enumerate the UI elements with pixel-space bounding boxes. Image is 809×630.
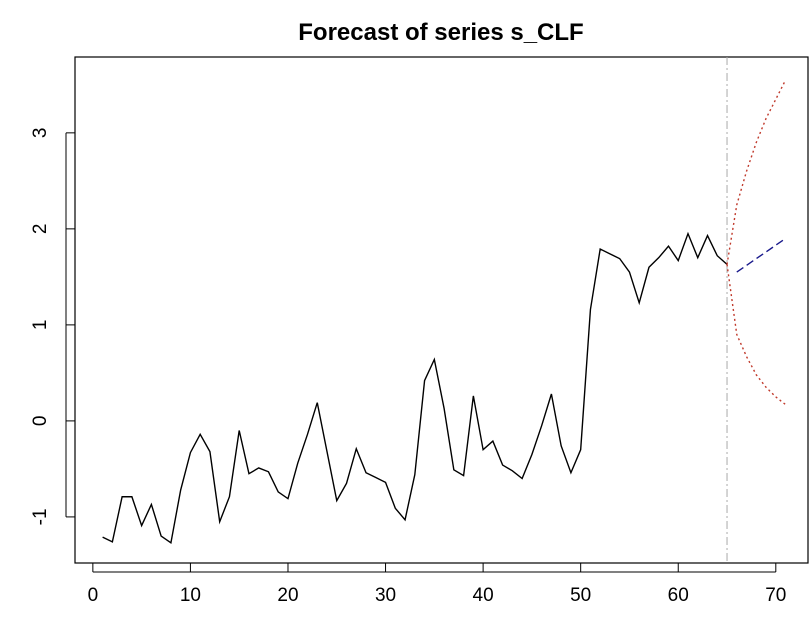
chart-title: Forecast of series s_CLF: [298, 19, 583, 46]
x-tick-label: 60: [668, 585, 689, 606]
y-tick-label: 3: [30, 128, 51, 139]
series-line: [726, 79, 787, 265]
y-tick-label: -1: [30, 508, 51, 525]
x-tick-label: 70: [765, 585, 786, 606]
series-line: [736, 237, 786, 273]
x-tick-label: 20: [277, 585, 298, 606]
x-tick-label: 30: [375, 585, 396, 606]
x-tick-label: 10: [180, 585, 201, 606]
y-tick-label: 1: [30, 320, 51, 331]
y-tick-label: 0: [30, 416, 51, 427]
series-line: [102, 231, 728, 545]
x-tick-label: 50: [570, 585, 591, 606]
y-tick-label: 2: [30, 224, 51, 235]
plot-box: [74, 56, 809, 564]
x-tick-label: 0: [88, 585, 99, 606]
series-line: [726, 264, 786, 406]
x-tick-label: 40: [473, 585, 494, 606]
